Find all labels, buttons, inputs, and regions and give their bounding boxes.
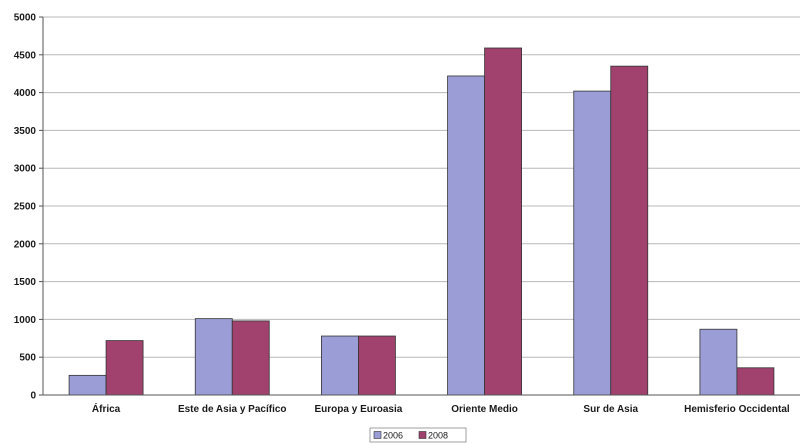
y-tick-label: 5000: [14, 13, 37, 24]
bar-2006-2: [321, 335, 359, 396]
y-tick-label: 3500: [14, 126, 37, 137]
x-axis-categories: África Este de Asia y Pacífico Europa y Eu…: [92, 402, 790, 415]
legend-swatch: [418, 431, 427, 439]
bars: [68, 47, 775, 396]
bar-2006-1: [194, 318, 233, 396]
bar-2008-0: [105, 340, 144, 396]
legend-label: 2006: [383, 431, 403, 441]
bar-2008-3: [484, 47, 522, 396]
x-category-label: África: [92, 402, 121, 415]
bar-2006-4: [573, 90, 612, 396]
bar-2008-1: [231, 320, 270, 396]
gridlines: [43, 16, 800, 358]
y-tick-label: 500: [19, 353, 36, 364]
y-tick-label: 1500: [14, 277, 37, 288]
legend-swatch: [373, 431, 382, 439]
x-category-label: Hemisferio Occidental: [684, 404, 790, 415]
legend-label: 2008: [428, 431, 448, 441]
bar-2006-3: [447, 75, 485, 396]
legend-box: [369, 427, 467, 443]
x-category-label: Europa y Euroasia: [315, 404, 403, 415]
bar-2008-2: [358, 335, 396, 396]
y-tick-label: 4500: [14, 50, 37, 61]
y-tick-label: 2000: [14, 239, 37, 250]
bar-2006-5: [699, 328, 738, 396]
x-category-label: Este de Asia y Pacífico: [178, 404, 287, 415]
y-tick-label: 4000: [14, 88, 37, 99]
bar-2008-4: [610, 65, 649, 396]
legend: 2006 2008: [369, 427, 467, 443]
y-tick-label: 0: [30, 391, 36, 402]
y-axis-ticks: 0 500 1000 1500 2000 2500 3000 3500 4000 4500 5000: [14, 13, 43, 402]
x-category-label: Sur de Asia: [583, 404, 638, 415]
y-tick-label: 3000: [14, 164, 37, 175]
axes: [42, 17, 800, 396]
x-category-label: Oriente Medio: [451, 404, 518, 415]
y-tick-label: 1000: [14, 315, 37, 326]
bar-2008-5: [736, 367, 775, 396]
y-tick-label: 2500: [14, 202, 37, 213]
bar-2006-0: [68, 374, 107, 396]
